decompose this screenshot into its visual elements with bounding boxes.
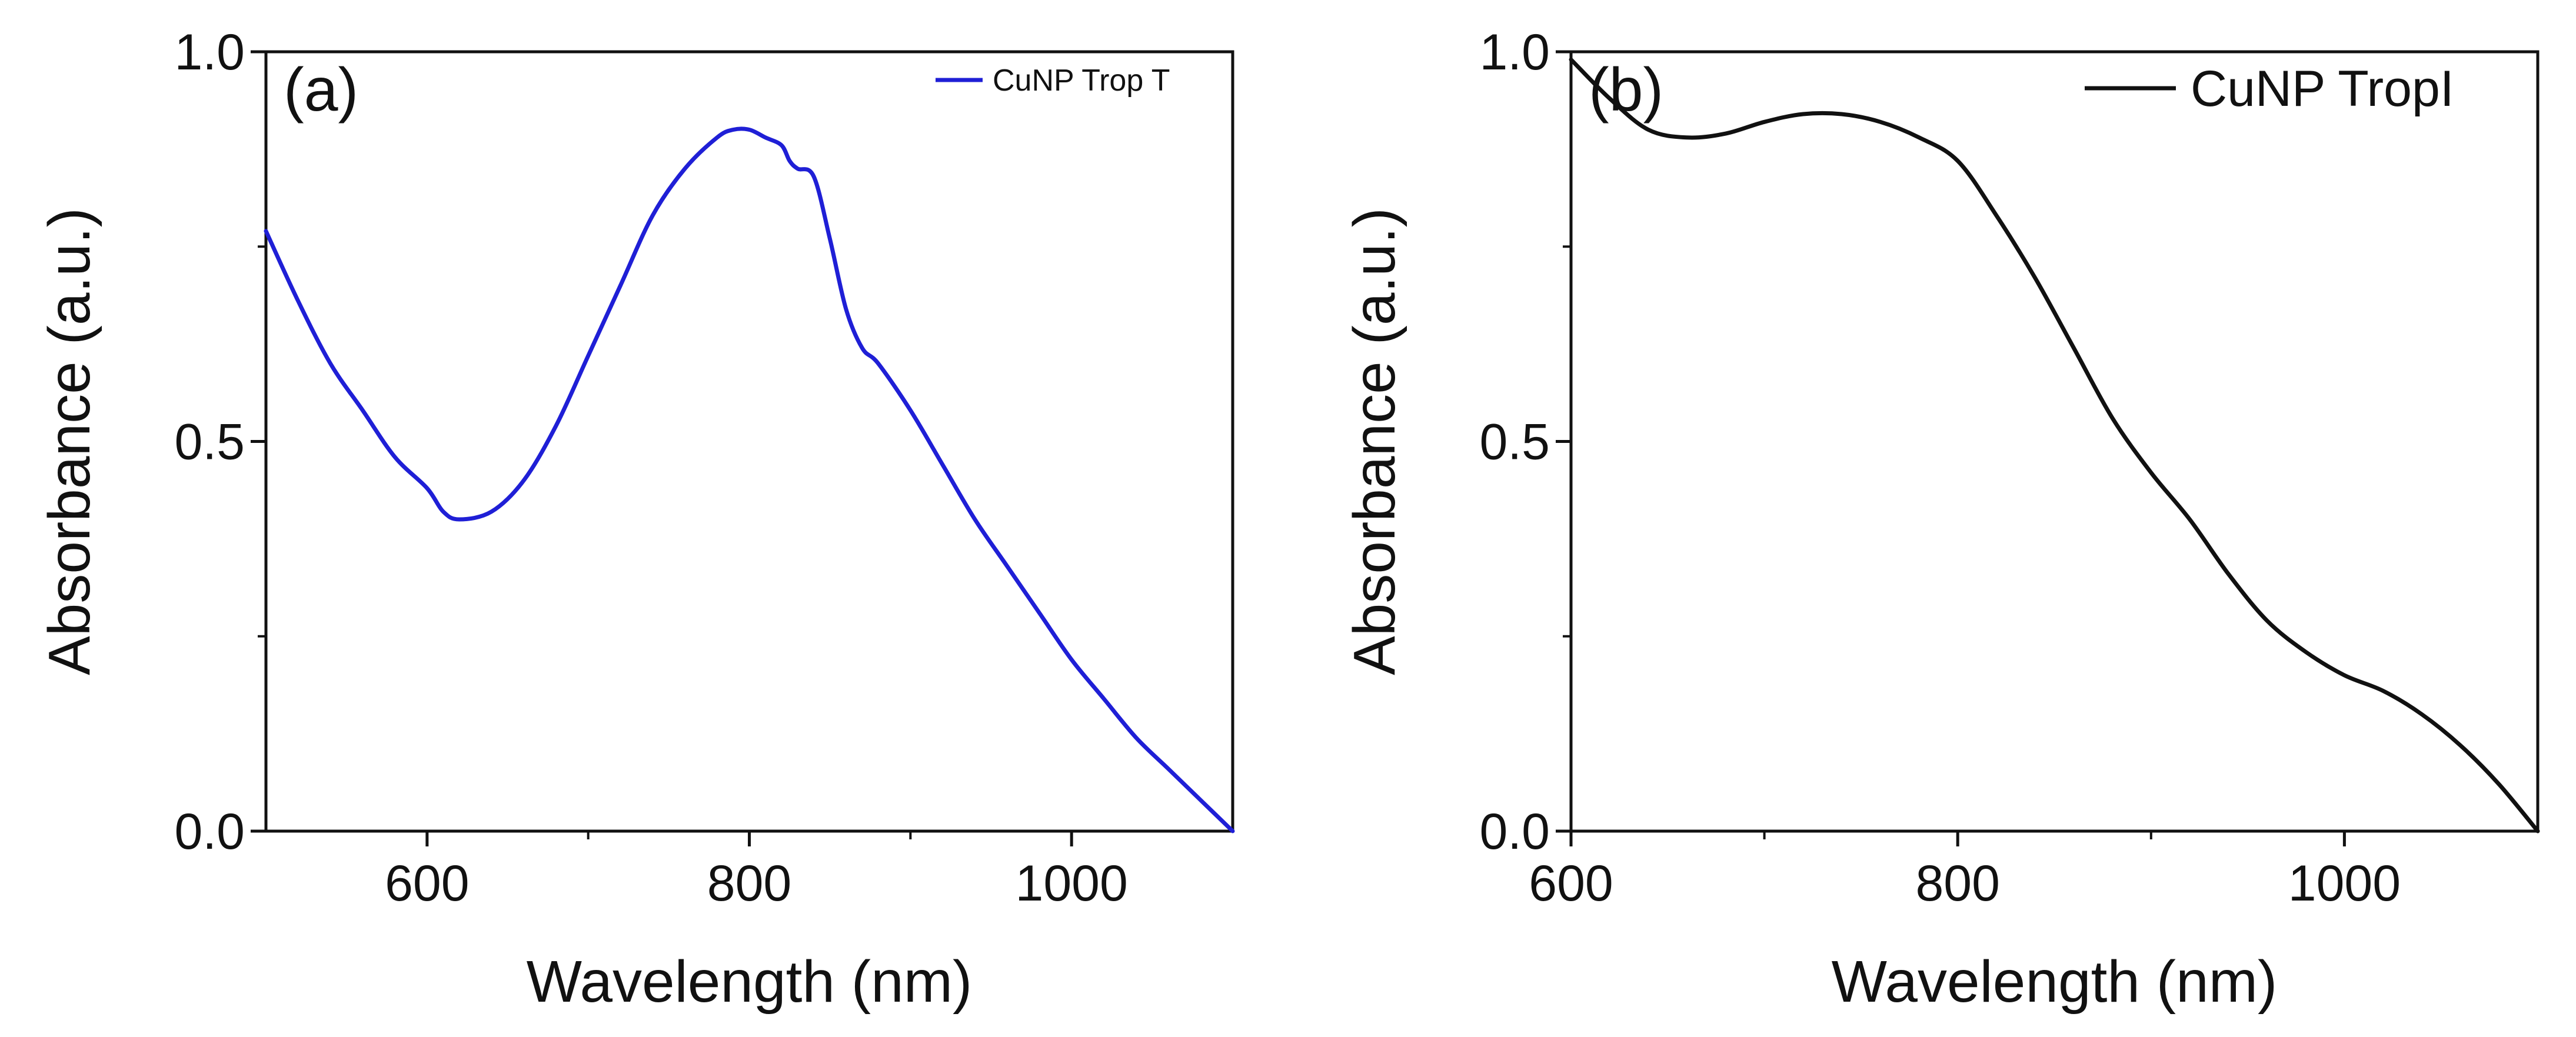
panel-b-x-tick-label: 800	[1915, 855, 2000, 912]
panel-a-x-tick-label: 1000	[1016, 855, 1128, 912]
panel-a-series-line	[264, 126, 1235, 833]
panel-b-plot-frame	[1569, 50, 2540, 833]
panel-a-panel-label: (a)	[284, 56, 358, 124]
panel-b-y-tick-label: 0.0	[1479, 803, 1550, 860]
panel-b-y-tick-label: 1.0	[1479, 24, 1550, 81]
panel-a-x-tick-label: 600	[385, 855, 470, 912]
panel-a-y-tick-label: 1.0	[174, 24, 245, 81]
panel-b-y-tick-label: 0.5	[1479, 414, 1550, 471]
panel-a-x-axis-title: Wavelength (nm)	[527, 949, 973, 1015]
panel-a-y-tick-label: 0.0	[174, 803, 245, 860]
panel-b-legend-label: CuNP TropI	[2191, 61, 2454, 117]
panel-b-x-tick-label: 600	[1529, 855, 1613, 912]
panel-a-y-tick-label: 0.5	[174, 414, 245, 471]
panel-b-x-axis-title: Wavelength (nm)	[1832, 949, 2278, 1015]
panel-a-plot-frame	[264, 50, 1234, 833]
panel-b-y-axis-title: Absorbance (a.u.)	[1342, 208, 1407, 675]
panel-a-x-tick-label: 800	[707, 855, 792, 912]
panel-b-series-line	[1569, 57, 2540, 833]
panel-a-y-axis-title: Absorbance (a.u.)	[36, 208, 102, 675]
panel-b-x-tick-label: 1000	[2288, 855, 2401, 912]
panel-a-legend-label: CuNP Trop T	[993, 64, 1170, 98]
